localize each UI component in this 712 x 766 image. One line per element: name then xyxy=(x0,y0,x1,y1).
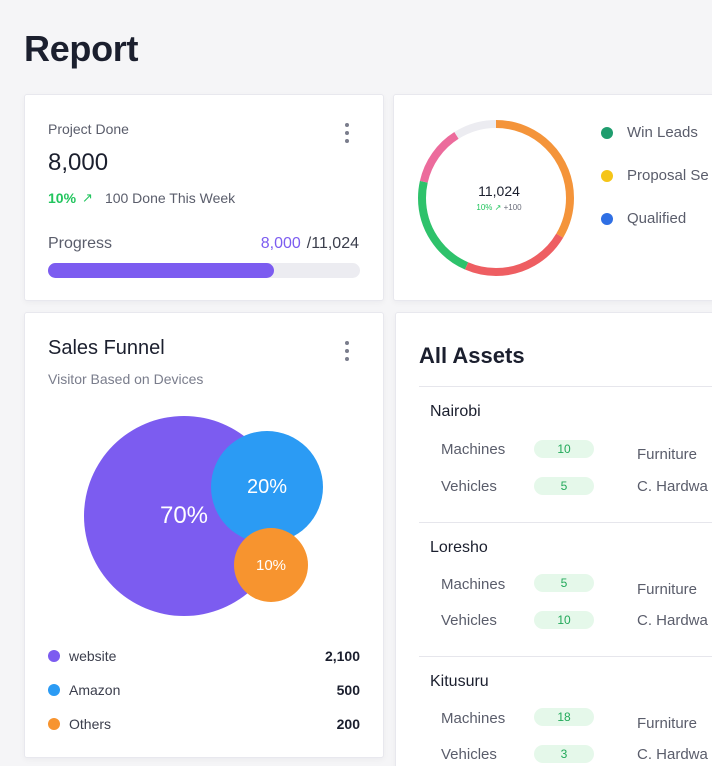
vehicles-count-badge: 3 xyxy=(534,745,594,763)
list-item-name: Amazon xyxy=(69,682,121,698)
bubble-others: 10% xyxy=(234,528,308,602)
trend-up-icon: ↗ xyxy=(82,190,93,205)
bubble-amazon: 20% xyxy=(211,431,323,543)
sales-funnel-title: Sales Funnel xyxy=(48,337,165,359)
project-card-menu-icon[interactable] xyxy=(342,123,352,143)
project-done-label: Project Done xyxy=(48,121,129,137)
list-item-value: 200 xyxy=(336,716,360,732)
machines-count-badge: 5 xyxy=(534,574,594,592)
bubble-label: 20% xyxy=(246,475,288,498)
list-item-others: Others 200 xyxy=(48,716,360,732)
donut-center-sub: 10% ↗ +100 xyxy=(454,203,544,212)
list-item-amazon: Amazon 500 xyxy=(48,682,360,698)
list-item-website: website 2,100 xyxy=(48,648,360,664)
location-name: Nairobi xyxy=(430,403,481,420)
legend-label: Win Leads xyxy=(627,124,698,141)
funnel-card-menu-icon[interactable] xyxy=(342,341,352,361)
legend-label: Proposal Se xyxy=(627,167,709,184)
progress-bar xyxy=(48,263,360,278)
sales-funnel-subtitle: Visitor Based on Devices xyxy=(48,371,204,387)
divider xyxy=(419,386,712,387)
list-item-name: website xyxy=(69,648,117,664)
progress-figures: 8,000/11,024 xyxy=(261,235,359,253)
progress-bar-fill xyxy=(48,263,275,278)
list-item-value: 2,100 xyxy=(324,648,360,664)
vehicles-label: Vehicles xyxy=(441,612,497,629)
hardware-label: C. Hardwa xyxy=(637,612,708,629)
legend-win-leads[interactable]: Win Leads xyxy=(601,124,698,141)
progress-label: Progress xyxy=(48,235,113,252)
page-title: Report xyxy=(24,28,139,69)
legend-dot xyxy=(601,212,613,225)
donut-center-value: 11,024 xyxy=(478,183,520,199)
legend-dot xyxy=(48,718,60,730)
delta-percent: 10% xyxy=(48,190,77,206)
hardware-label: C. Hardwa xyxy=(637,478,708,495)
leads-donut-chart xyxy=(418,120,574,276)
divider xyxy=(419,656,712,657)
leads-donut-card: 11,024 10% ↗ +100 Win Leads Proposal Se … xyxy=(393,94,712,301)
legend-dot xyxy=(48,650,60,662)
furniture-label: Furniture xyxy=(637,581,698,598)
machines-count-badge: 18 xyxy=(534,708,594,726)
machines-label: Machines xyxy=(441,441,506,458)
divider xyxy=(419,522,712,523)
furniture-label: Furniture xyxy=(637,446,698,463)
donut-segment-red xyxy=(418,120,574,276)
machines-label: Machines xyxy=(441,576,506,593)
bubble-label: 10% xyxy=(255,556,287,574)
list-item-value: 500 xyxy=(336,682,360,698)
progress-total: /11,024 xyxy=(306,235,359,252)
donut-delta-count: +100 xyxy=(503,203,522,212)
legend-dot xyxy=(48,684,60,696)
vehicles-label: Vehicles xyxy=(441,478,497,495)
bubble-label: 70% xyxy=(159,502,209,529)
hardware-label: C. Hardwa xyxy=(637,746,708,763)
vehicles-label: Vehicles xyxy=(441,746,497,763)
legend-qualified[interactable]: Qualified xyxy=(601,210,686,227)
legend-dot xyxy=(601,169,613,182)
progress-current: 8,000 xyxy=(260,235,301,252)
all-assets-title: All Assets xyxy=(419,343,525,368)
all-assets-card: All Assets Nairobi Machines 10 Furniture… xyxy=(395,312,712,766)
sales-funnel-card: Sales Funnel Visitor Based on Devices 70… xyxy=(24,312,384,758)
legend-label: Qualified xyxy=(627,210,687,227)
machines-label: Machines xyxy=(441,710,506,727)
furniture-label: Furniture xyxy=(637,715,698,732)
project-delta: 10% ↗ 100 Done This Week xyxy=(48,190,235,206)
trend-up-icon: ↗ xyxy=(494,203,502,212)
delta-note: 100 Done This Week xyxy=(104,190,236,206)
list-item-name: Others xyxy=(69,716,112,732)
donut-segment-remaining xyxy=(418,120,574,276)
machines-count-badge: 10 xyxy=(534,440,594,458)
donut-segment-green xyxy=(418,120,574,276)
project-done-value: 8,000 xyxy=(48,149,109,176)
location-name: Kitusuru xyxy=(430,673,489,690)
location-name: Loresho xyxy=(430,539,488,556)
legend-dot xyxy=(601,126,613,139)
legend-proposal[interactable]: Proposal Se xyxy=(601,167,709,184)
vehicles-count-badge: 5 xyxy=(534,477,594,495)
vehicles-count-badge: 10 xyxy=(534,611,594,629)
project-done-card: Project Done 8,000 10% ↗ 100 Done This W… xyxy=(24,94,384,301)
donut-delta-percent: 10% xyxy=(476,203,493,212)
